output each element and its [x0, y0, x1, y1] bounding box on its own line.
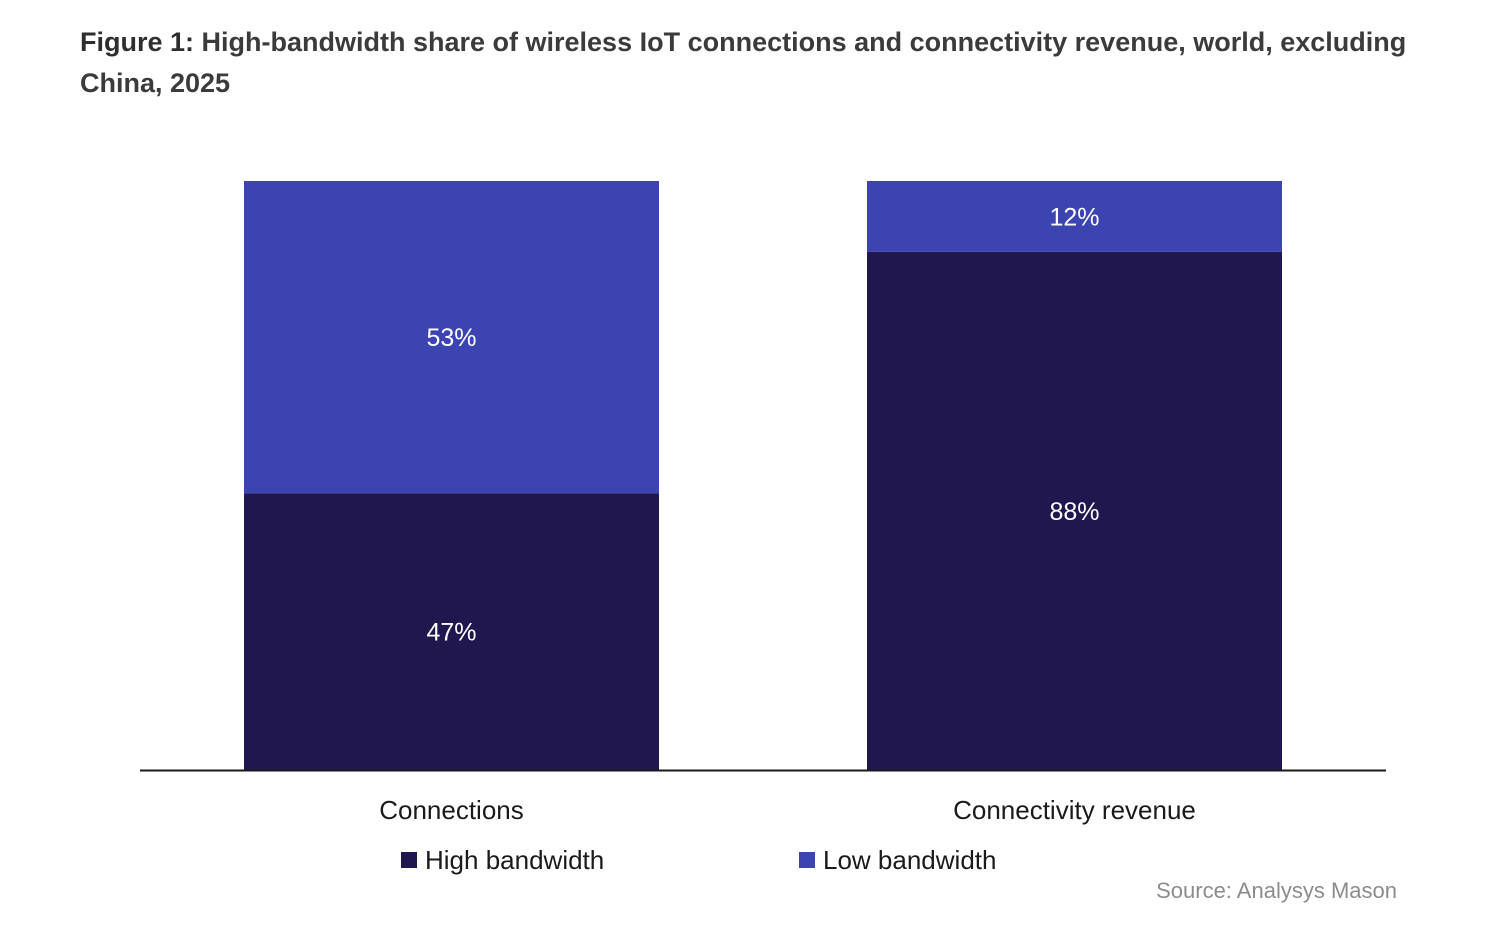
legend-label-low-bandwidth: Low bandwidth	[823, 845, 996, 875]
source-note: Source: Analysys Mason	[1156, 878, 1397, 903]
legend-swatch-high-bandwidth	[401, 852, 417, 868]
figure-title-text: High-bandwidth share of wireless IoT con…	[80, 27, 1407, 98]
x-tick-label: Connectivity revenue	[953, 795, 1196, 825]
figure-label: Figure 1:	[80, 27, 195, 57]
x-tick-label: Connections	[379, 795, 524, 825]
data-label: 12%	[1049, 203, 1099, 231]
legend-swatch-low-bandwidth	[799, 852, 815, 868]
bar-high-bandwidth-revenue	[867, 251, 1282, 770]
data-label: 88%	[1049, 498, 1099, 526]
bar-high-bandwidth-connections	[244, 493, 659, 770]
bars-group: 47% 53% 88% 12%	[244, 181, 1282, 770]
data-label: 53%	[426, 324, 476, 352]
bar-low-bandwidth-revenue	[867, 181, 1282, 252]
bar-low-bandwidth-connections	[244, 181, 659, 494]
figure-title: Figure 1: High-bandwidth share of wirele…	[80, 22, 1410, 104]
legend: High bandwidth Low bandwidth	[401, 845, 996, 875]
x-axis-labels: Connections Connectivity revenue	[379, 795, 1196, 825]
legend-label-high-bandwidth: High bandwidth	[425, 845, 604, 875]
data-label: 47%	[426, 619, 476, 647]
